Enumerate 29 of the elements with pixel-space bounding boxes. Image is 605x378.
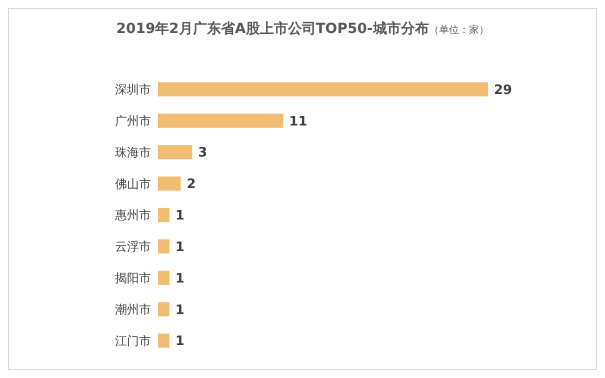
- data-label: 2: [186, 177, 196, 192]
- data-label: 1: [175, 334, 184, 350]
- bar: [158, 270, 170, 285]
- data-label: 1: [175, 208, 184, 224]
- y-tick-label: 惠州市: [114, 208, 151, 222]
- y-tick-label: 珠海市: [115, 145, 151, 160]
- bar: [158, 176, 181, 191]
- y-tick-label: 佛山市: [115, 176, 151, 191]
- y-tick-label: 揭阳市: [115, 271, 151, 286]
- y-tick-label: 深圳市: [115, 82, 151, 97]
- data-label: 11: [289, 114, 308, 130]
- bar: [158, 145, 192, 160]
- y-tick-label: 潮州市: [115, 302, 151, 316]
- bar: [158, 114, 284, 128]
- data-label: 29: [494, 82, 512, 98]
- data-label: 1: [175, 302, 184, 318]
- chart-title: 2019年2月广东省A股上市公司TOP50-城市分布: [116, 20, 429, 37]
- data-label: 3: [198, 146, 208, 161]
- bar: [158, 239, 170, 254]
- y-tick-label: 江门市: [115, 334, 151, 348]
- bar: [158, 82, 488, 96]
- y-tick-label: 云浮市: [115, 240, 151, 254]
- data-label: 1: [175, 240, 184, 255]
- chart-subtitle: （单位：家）: [428, 24, 489, 36]
- data-label: 1: [175, 271, 184, 286]
- bar: [158, 334, 170, 348]
- bar: [158, 208, 170, 222]
- y-tick-label: 广州市: [115, 114, 151, 128]
- bar: [158, 302, 170, 316]
